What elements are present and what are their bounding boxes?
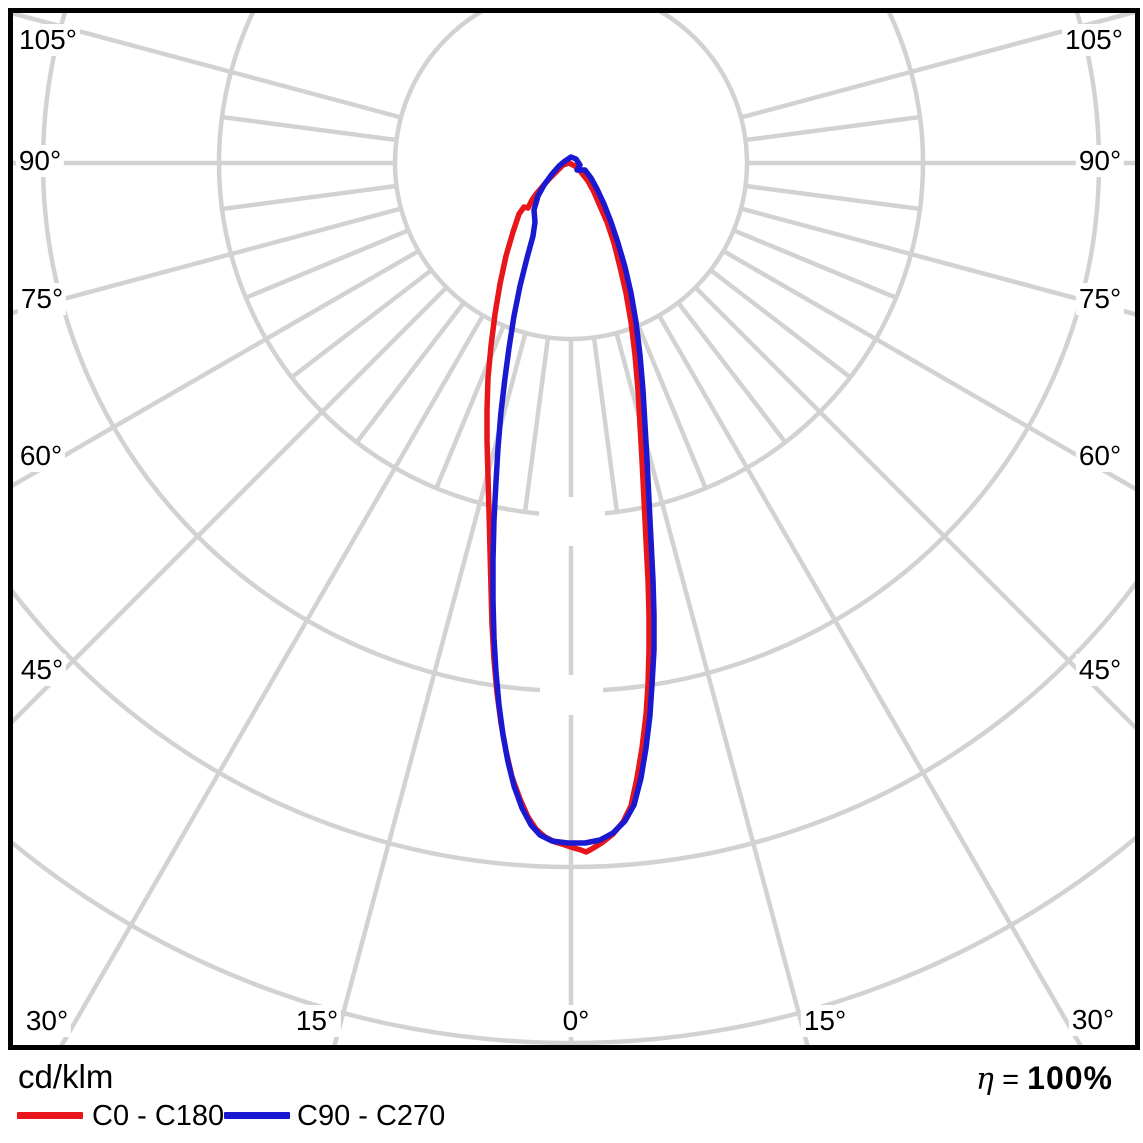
angle-ray-30 [59, 314, 485, 1045]
light-output-ratio: η = 100% [976, 1060, 1113, 1097]
angle-ray-45 [13, 285, 449, 725]
angle-ray-60 [722, 249, 1135, 492]
c90-series-swatch [224, 1112, 290, 1119]
angle-label-105deg: 105° [16, 24, 80, 56]
c90-series-label: C90 - C270 [297, 1100, 446, 1132]
angle-ray-60 [13, 249, 420, 488]
angle-label-45deg: 45° [1075, 654, 1125, 686]
angle-ray-52.5 [290, 268, 433, 380]
curve-c90-c270 [490, 154, 657, 846]
angle-ray-105 [13, 13, 402, 120]
c0-series-label: C0 - C180 [92, 1100, 225, 1132]
angle-label-0deg: 0° [559, 1005, 593, 1037]
angle-label-30deg: 30° [1068, 1004, 1118, 1036]
angle-ray-22.5 [434, 324, 506, 490]
eta-equals: = [1002, 1064, 1020, 1096]
angle-ray-37.5 [676, 301, 788, 444]
angle-label-60deg: 60° [1075, 440, 1125, 472]
angle-ray-75 [740, 206, 1135, 317]
angle-ray-7.5 [591, 337, 620, 513]
angle-ray-82.5 [221, 183, 397, 212]
angle-ray-82.5 [745, 183, 921, 212]
angle-ray-97.5 [745, 114, 921, 143]
angle-label-45deg: 45° [17, 654, 67, 686]
angle-label-15deg: 15° [800, 1005, 850, 1037]
angle-label-90deg: 90° [1075, 145, 1125, 177]
angle-label-105deg: 105° [1062, 24, 1126, 56]
angle-ray-15 [332, 332, 528, 1045]
angle-ray-52.5 [709, 268, 852, 380]
eta-value: 100% [1027, 1060, 1113, 1096]
plot-border [8, 8, 1140, 1050]
intensity-ring [392, 13, 750, 342]
angle-ray-97.5 [221, 114, 397, 143]
angle-ray-75 [13, 206, 402, 315]
angle-label-90deg: 90° [15, 145, 65, 177]
angle-ray-67.5 [244, 228, 410, 300]
blank-ring-value-box [540, 675, 603, 715]
angle-ray-30 [657, 314, 1083, 1045]
c0-series-swatch [17, 1112, 83, 1119]
angle-label-75deg: 75° [17, 283, 67, 315]
legend-area: cd/klm C0 - C180 C90 - C270 η = 100% [0, 1050, 1143, 1143]
angle-label-75deg: 75° [1075, 283, 1125, 315]
angle-ray-7.5 [522, 337, 551, 513]
unit-label: cd/klm [18, 1058, 114, 1095]
angle-label-60deg: 60° [16, 440, 66, 472]
angle-ray-105 [740, 13, 1135, 120]
angle-label-30deg: 30° [22, 1005, 72, 1037]
angle-ray-45 [693, 285, 1135, 731]
eta-symbol: η [975, 1062, 994, 1097]
angle-label-15deg: 15° [292, 1005, 342, 1037]
blank-ring-value-box [539, 497, 605, 546]
angle-ray-15 [614, 332, 810, 1045]
angle-ray-67.5 [732, 228, 898, 300]
angle-ray-37.5 [354, 301, 466, 444]
angle-ray-22.5 [636, 324, 708, 490]
